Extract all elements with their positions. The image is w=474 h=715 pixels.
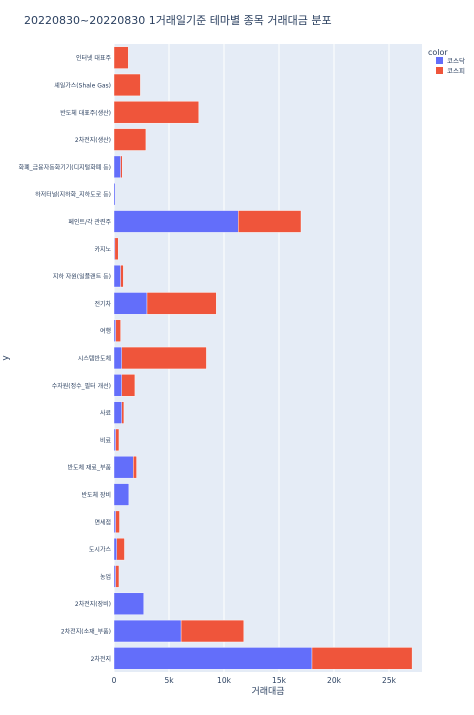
y-tick-label: 하저터널(지하화_지하도로 등) — [35, 191, 111, 199]
bar-segment[interactable] — [120, 264, 124, 288]
bar-segment[interactable] — [113, 319, 116, 342]
bar-segment[interactable] — [121, 374, 136, 397]
bar-segment[interactable] — [113, 565, 116, 588]
bar-segment[interactable] — [113, 374, 122, 397]
y-tick-label: 페인트/각 관련주 — [68, 218, 111, 226]
bar-segment[interactable] — [115, 428, 120, 452]
bar-segment[interactable] — [113, 510, 116, 533]
y-tick-label: 인터넷 대표주 — [76, 54, 112, 62]
bar-segment[interactable] — [116, 538, 125, 561]
y-tick-label: 2차전지(생산) — [75, 136, 111, 144]
bar-segment[interactable] — [113, 73, 141, 97]
x-tick-label: 10k — [217, 676, 232, 685]
bar-segment[interactable] — [113, 292, 148, 315]
bar-segment[interactable] — [113, 483, 130, 506]
bar-segment[interactable] — [113, 183, 116, 206]
bar-segment[interactable] — [113, 210, 239, 233]
y-tick-label: 화폐_금융자동화기기(디지털화폐 등) — [19, 163, 111, 171]
bar-segment[interactable] — [113, 401, 122, 424]
y-tick-label: 비료 — [100, 436, 112, 444]
bar-segment[interactable] — [121, 401, 125, 424]
y-tick-label: 도시가스 — [89, 546, 112, 554]
bar-segment[interactable] — [113, 456, 134, 479]
x-tick-label: 0 — [112, 676, 117, 685]
chart-title: 20220830~20220830 1거래일기준 테마별 종목 거래대금 분포 — [24, 13, 332, 27]
bar-segment[interactable] — [113, 592, 144, 615]
bar-segment[interactable] — [180, 619, 245, 643]
bar-segment[interactable] — [115, 319, 121, 342]
x-tick-label: 20k — [327, 676, 342, 685]
bar-segment[interactable] — [113, 619, 182, 643]
bar-segment[interactable] — [133, 456, 137, 479]
legend-title: color — [428, 48, 448, 57]
bar-segment[interactable] — [113, 101, 199, 124]
y-tick-label: 셰일가스(Shale Gas) — [54, 81, 111, 89]
legend-item-label[interactable]: 코스피 — [447, 66, 465, 75]
bar-segment[interactable] — [115, 565, 120, 588]
legend-item-label[interactable]: 코스닥 — [447, 56, 465, 65]
bar-segment[interactable] — [113, 155, 121, 178]
x-tick-label: 15k — [272, 676, 287, 685]
bar-segment[interactable] — [113, 46, 129, 69]
x-tick-label: 5k — [164, 676, 174, 685]
y-tick-label: 2차전지 — [91, 655, 111, 663]
bar-segment[interactable] — [311, 647, 413, 670]
bar-segment[interactable] — [114, 237, 119, 260]
y-tick-label: 농업 — [100, 573, 111, 581]
y-tick-label: 여행 — [100, 327, 111, 335]
y-tick-label: 반도체 대표주(생산) — [60, 109, 111, 117]
y-tick-label: 면세점 — [94, 518, 111, 526]
y-tick-label: 지하 자원(일플랜트 등) — [53, 273, 111, 281]
y-tick-label: 2차전지(소재_부품) — [61, 628, 111, 636]
y-tick-label: 시스템반도체 — [78, 355, 111, 363]
x-tick-label: 25k — [382, 676, 397, 685]
y-tick-label: 2차전지(장비) — [75, 600, 111, 608]
bar-segment[interactable] — [115, 510, 120, 533]
legend-swatch[interactable] — [436, 67, 443, 74]
bar-segment[interactable] — [113, 428, 116, 452]
y-tick-label: 반도체 재료_부품 — [67, 464, 111, 472]
y-tick-label: 전기차 — [94, 300, 111, 308]
x-axis-label: 거래대금 — [251, 686, 284, 697]
x-tick-layer: 0 5k 10k 15k 20k 25k — [112, 676, 397, 685]
bar-segment[interactable] — [121, 346, 207, 370]
legend-swatch[interactable] — [436, 57, 443, 64]
bar-segment[interactable] — [113, 346, 122, 370]
y-tick-label: 수자원(정수_필터 개선) — [52, 382, 111, 390]
bar-segment[interactable] — [146, 292, 217, 315]
bar-segment[interactable] — [238, 210, 302, 233]
y-tick-label: 반도체 장비 — [81, 491, 111, 499]
bar-segment[interactable] — [113, 647, 313, 670]
bar-segment[interactable] — [113, 264, 121, 288]
bar-layer — [113, 46, 413, 670]
bar-segment[interactable] — [120, 155, 123, 178]
y-tick-label: 사료 — [100, 409, 112, 417]
bar-segment[interactable] — [113, 538, 117, 561]
y-tick-label: 카지노 — [94, 245, 111, 253]
bar-segment[interactable] — [113, 128, 147, 151]
y-axis-label: y — [1, 355, 11, 361]
